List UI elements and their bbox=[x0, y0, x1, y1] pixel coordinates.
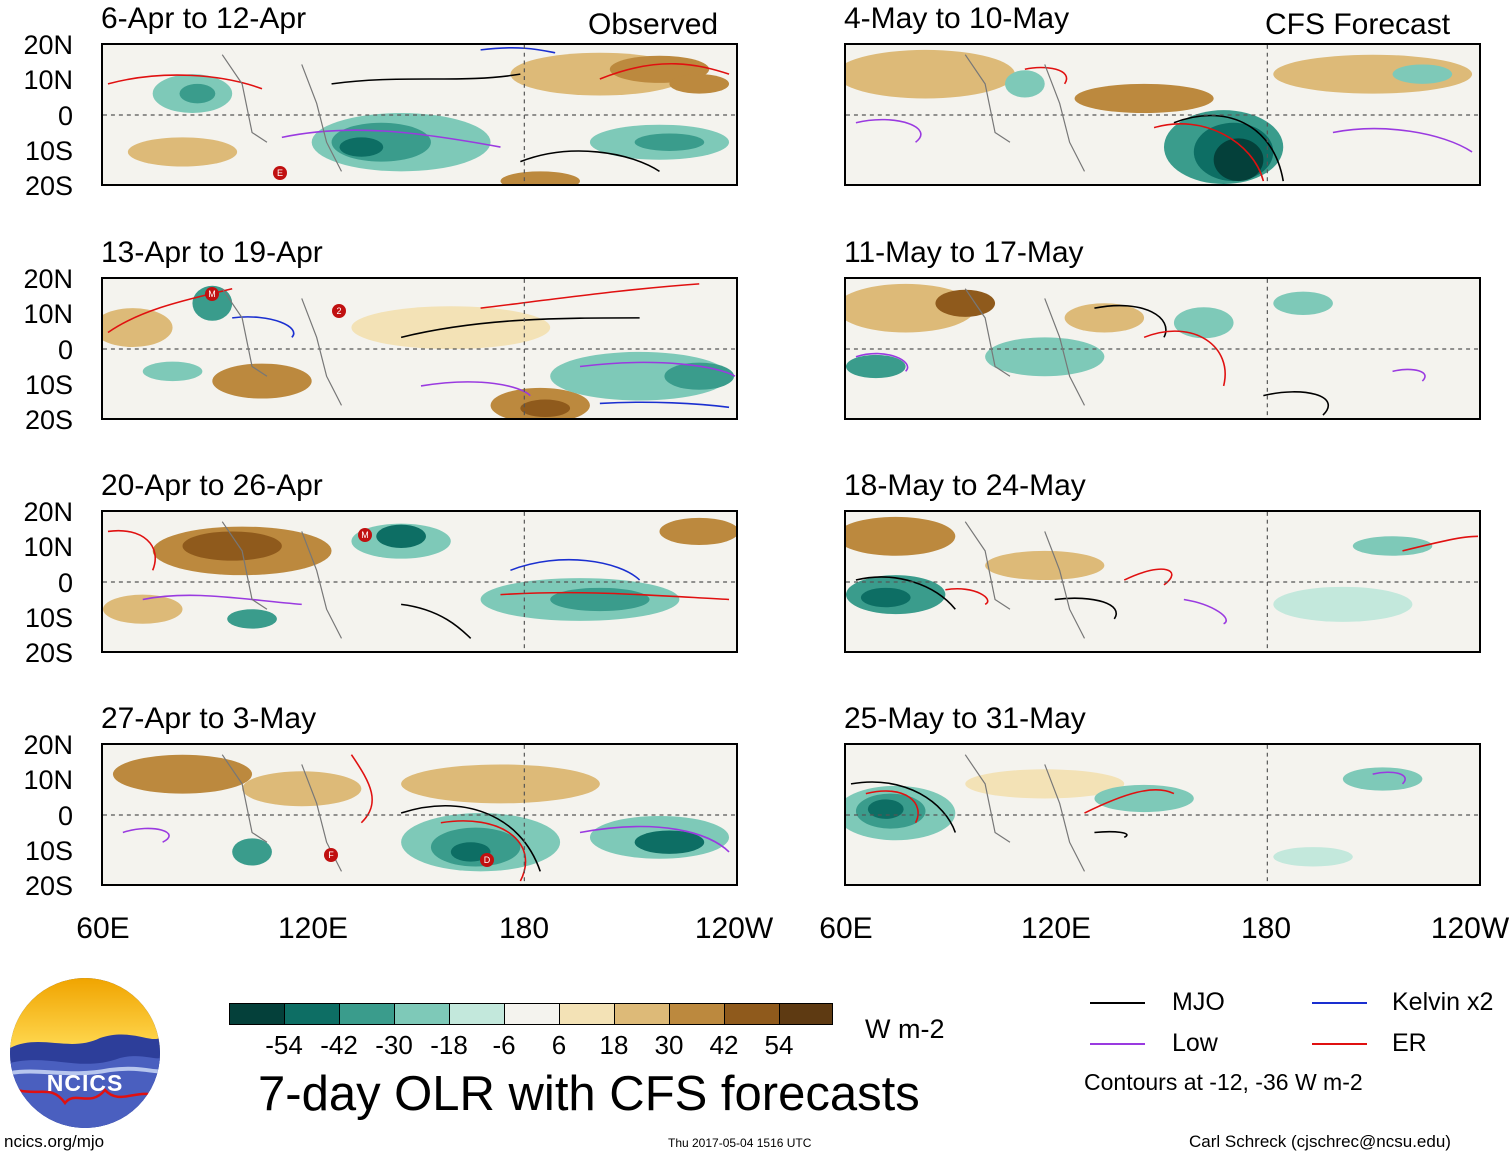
olr-map bbox=[101, 43, 738, 186]
footer-timestamp: Thu 2017-05-04 1516 UTC bbox=[668, 1136, 812, 1150]
panel-title: 6-Apr to 12-Apr bbox=[101, 2, 307, 35]
legend-line-kelvin bbox=[1312, 1002, 1367, 1004]
lon-label: 60E bbox=[76, 912, 130, 945]
footer-author: Carl Schreck (cjschrec@ncsu.edu) bbox=[1189, 1132, 1451, 1151]
olr-field bbox=[103, 45, 736, 184]
panel-title: 13-Apr to 19-Apr bbox=[101, 236, 323, 269]
lat-label: 10N bbox=[23, 299, 73, 329]
units-label: W m-2 bbox=[865, 1014, 945, 1044]
colorbar-label: 42 bbox=[709, 1030, 739, 1060]
lat-label: 10S bbox=[24, 136, 73, 166]
lat-label: 20N bbox=[23, 30, 73, 60]
lat-label: 0 bbox=[57, 568, 73, 598]
colorbar-label: 54 bbox=[764, 1030, 794, 1060]
logo-text: NCICS bbox=[46, 1070, 124, 1096]
lat-label: 20S bbox=[24, 171, 73, 201]
panel-title: 4-May to 10-May bbox=[844, 2, 1070, 35]
storm-marker: E bbox=[273, 166, 287, 180]
storm-marker: F bbox=[324, 848, 338, 862]
olr-map bbox=[844, 277, 1481, 420]
lat-label: 20N bbox=[23, 264, 73, 294]
ncics-logo: NCICS bbox=[10, 978, 160, 1128]
lon-label: 60E bbox=[819, 912, 873, 945]
lon-label: 120W bbox=[694, 912, 774, 945]
olr-field bbox=[103, 512, 736, 651]
main-title: 7-day OLR with CFS forecasts bbox=[258, 1067, 920, 1121]
lat-label: 20S bbox=[24, 405, 73, 435]
colorbar-label: -42 bbox=[320, 1030, 358, 1060]
colorbar-swatch bbox=[284, 1003, 340, 1025]
lat-label: 10S bbox=[24, 370, 73, 400]
colorbar-label: 6 bbox=[551, 1030, 567, 1060]
lat-label: 0 bbox=[57, 801, 73, 831]
lat-label: 10S bbox=[24, 603, 73, 633]
olr-field bbox=[846, 279, 1479, 418]
lat-label: 10N bbox=[23, 765, 73, 795]
olr-field bbox=[846, 45, 1479, 184]
colorbar-swatch bbox=[394, 1003, 450, 1025]
colorbar-label: -6 bbox=[492, 1030, 516, 1060]
storm-marker: 2 bbox=[332, 304, 346, 318]
panel-title: 11-May to 17-May bbox=[844, 236, 1084, 269]
olr-map bbox=[101, 510, 738, 653]
storm-marker: M bbox=[205, 287, 219, 301]
colorbar-swatch bbox=[669, 1003, 725, 1025]
panel-title: 25-May to 31-May bbox=[844, 702, 1086, 735]
panel-title: 20-Apr to 26-Apr bbox=[101, 469, 323, 502]
lon-label: 120E bbox=[277, 912, 349, 945]
colorbar-swatch bbox=[559, 1003, 615, 1025]
lat-label: 20N bbox=[23, 497, 73, 527]
lat-label: 0 bbox=[57, 101, 73, 131]
colorbar-label: 30 bbox=[654, 1030, 684, 1060]
olr-map bbox=[101, 277, 738, 420]
olr-map bbox=[844, 43, 1481, 186]
lat-label: 20S bbox=[24, 638, 73, 668]
lat-label: 10S bbox=[24, 836, 73, 866]
storm-marker: D bbox=[480, 853, 494, 867]
legend-label-er: ER bbox=[1392, 1029, 1427, 1057]
lon-label: 180 bbox=[1240, 912, 1292, 945]
legend-label-kelvin: Kelvin x2 bbox=[1392, 988, 1494, 1016]
colorbar-label: -18 bbox=[430, 1030, 468, 1060]
contour-note: Contours at -12, -36 W m-2 bbox=[1084, 1069, 1363, 1095]
lat-label: 0 bbox=[57, 335, 73, 365]
colorbar-swatch bbox=[449, 1003, 505, 1025]
logo-graphic bbox=[10, 978, 160, 1128]
colorbar-swatch bbox=[614, 1003, 670, 1025]
panel-title: 18-May to 24-May bbox=[844, 469, 1086, 502]
lat-label: 10N bbox=[23, 532, 73, 562]
lat-label: 20S bbox=[24, 871, 73, 901]
colorbar-swatch bbox=[339, 1003, 395, 1025]
legend-label-low: Low bbox=[1172, 1029, 1218, 1057]
colorbar-swatch bbox=[724, 1003, 780, 1025]
legend-line-er bbox=[1312, 1043, 1367, 1045]
panel-title: 27-Apr to 3-May bbox=[101, 702, 317, 735]
olr-field bbox=[846, 745, 1479, 884]
legend-line-low bbox=[1090, 1043, 1145, 1045]
colorbar-swatch bbox=[779, 1003, 833, 1025]
colorbar-label: 18 bbox=[599, 1030, 629, 1060]
legend-line-mjo bbox=[1090, 1002, 1145, 1004]
storm-marker: M bbox=[358, 528, 372, 542]
olr-field bbox=[103, 279, 736, 418]
olr-map bbox=[844, 510, 1481, 653]
colorbar-swatch bbox=[229, 1003, 285, 1025]
lon-label: 120W bbox=[1430, 912, 1510, 945]
olr-field bbox=[846, 512, 1479, 651]
colorbar-label: -54 bbox=[265, 1030, 303, 1060]
olr-map bbox=[844, 743, 1481, 886]
observed-label: Observed bbox=[588, 8, 719, 41]
lat-label: 10N bbox=[23, 65, 73, 95]
lat-label: 20N bbox=[23, 730, 73, 760]
colorbar-swatch bbox=[504, 1003, 560, 1025]
forecast-label: CFS Forecast bbox=[1265, 8, 1451, 41]
footer-url[interactable]: ncics.org/mjo bbox=[4, 1132, 105, 1151]
lon-label: 180 bbox=[498, 912, 550, 945]
olr-field bbox=[103, 745, 736, 884]
legend-label-mjo: MJO bbox=[1172, 988, 1225, 1016]
lon-label: 120E bbox=[1020, 912, 1092, 945]
colorbar-label: -30 bbox=[375, 1030, 413, 1060]
olr-map bbox=[101, 743, 738, 886]
